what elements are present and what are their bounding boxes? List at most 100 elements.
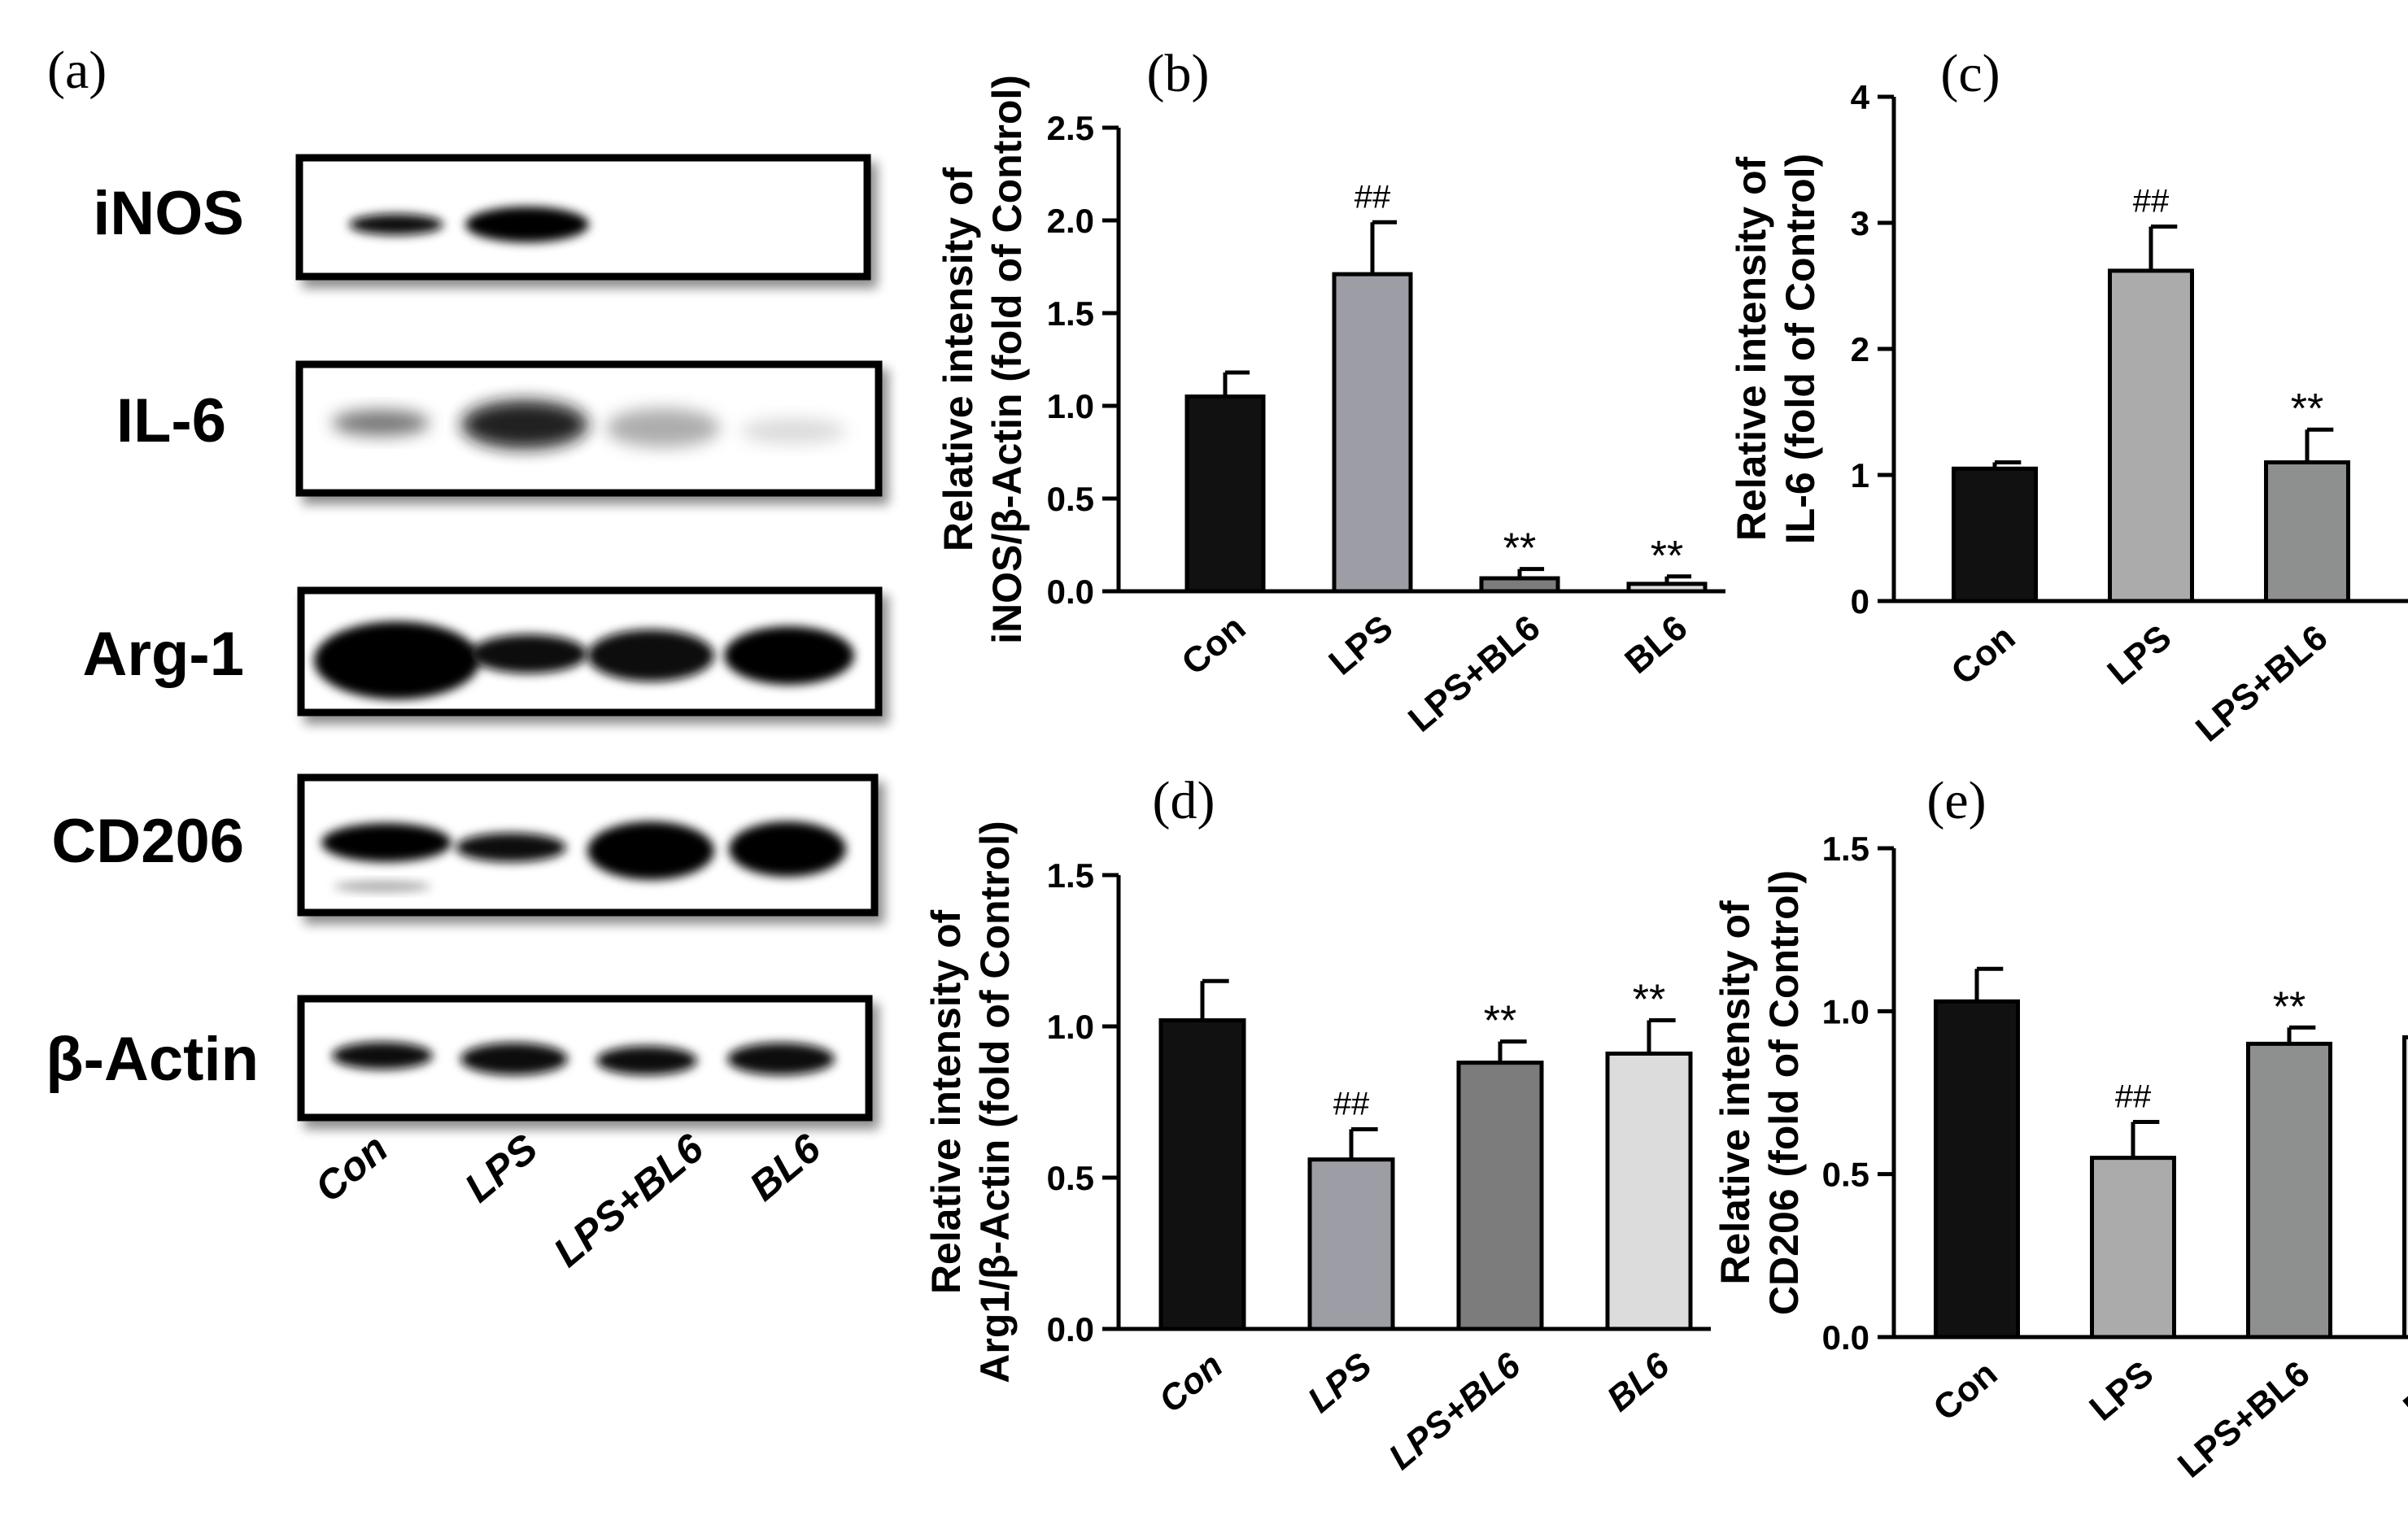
significance-marker: ## — [1354, 179, 1391, 215]
chart-b: (b) 0.0 0.5 1.0 1.5 2.0 2.5 Relative intensity … — [936, 44, 1725, 740]
band-arg1-bl6 — [724, 626, 854, 685]
x-tick-label: Con — [1151, 1345, 1230, 1421]
significance-marker: ** — [1503, 525, 1536, 573]
y-tick-label: 1.0 — [1047, 387, 1094, 425]
blot-lane-lps: LPS — [456, 1126, 546, 1211]
y-tick-label: 0.0 — [1047, 1310, 1094, 1348]
band-actin-lps — [460, 1043, 568, 1075]
western-blot-panel: (a) iNOS IL-6 Arg-1 CD206 β-Actin — [46, 41, 883, 1276]
bar-lps-bl6 — [1479, 576, 1560, 594]
panel-label-e: (e) — [1926, 771, 1986, 830]
blot-label-cd206: CD206 — [51, 807, 244, 876]
y-tick-label: 2 — [1851, 330, 1869, 368]
band-arg1-con — [314, 621, 480, 699]
band-actin-bl6 — [727, 1043, 835, 1075]
y-tick-label: 0.5 — [1047, 480, 1094, 518]
blot-lane-bl6: BL6 — [741, 1125, 830, 1209]
x-tick-label: Con — [1926, 1353, 2004, 1429]
y-tick-label: 0.5 — [1047, 1159, 1094, 1197]
bar-lps-bl6 — [1456, 1061, 1544, 1331]
x-tick-label: LPS+BL6 — [1401, 608, 1547, 739]
chart-c: (c) 0 1 2 3 4 Relative intensity ofIL-6 (fold … — [1729, 44, 2408, 750]
band-inos-con — [349, 214, 443, 235]
band-cd206-lps — [456, 833, 566, 862]
blot-lane-lps-bl6: LPS+BL6 — [545, 1125, 713, 1276]
band-inos-lps — [465, 207, 589, 242]
bar-lps — [1307, 1157, 1395, 1331]
bar-lps-bl6 — [2246, 1041, 2332, 1340]
blot-label-beta-actin: β-Actin — [46, 1025, 259, 1094]
y-axis-label: Relative intensity ofArg1/β-Actin (fold … — [923, 821, 1018, 1383]
bar-charts: (b) 0.0 0.5 1.0 1.5 2.0 2.5 Relative intensity … — [923, 44, 2408, 1486]
band-cd206-bl6 — [729, 821, 846, 877]
x-tick-label: LPS+BL6 — [1381, 1345, 1529, 1478]
y-tick-label: 0 — [1851, 582, 1869, 621]
y-tick-label: 1 — [1851, 456, 1869, 494]
y-tick-label: 3 — [1851, 204, 1869, 242]
chart-d: (d) 0.0 0.5 1.0 1.5 Relative intensity ofArg1… — [923, 771, 1711, 1478]
x-tick-label: BL6 — [1599, 1345, 1677, 1419]
y-tick-label: 1.5 — [1047, 294, 1094, 333]
y-tick-label: 1.0 — [1822, 992, 1869, 1030]
significance-marker: ** — [1484, 998, 1516, 1045]
significance-marker: ## — [2133, 184, 2170, 220]
bar-con — [1952, 466, 2038, 603]
significance-marker: ** — [1651, 533, 1683, 580]
band-arg1-lps — [470, 634, 587, 673]
panel-label-b: (b) — [1147, 44, 1210, 103]
band-arg1-lps-bl6 — [587, 629, 714, 682]
significance-marker: ** — [2291, 386, 2323, 433]
blot-label-il6: IL-6 — [116, 386, 226, 455]
band-actin-con — [332, 1042, 433, 1069]
chart-e: (e) 0.0 0.5 1.0 1.5 Relative intensity ofCD20… — [1712, 771, 2408, 1486]
blot-label-inos: iNOS — [93, 179, 244, 248]
significance-marker: ## — [2115, 1079, 2152, 1115]
y-tick-label: 1.0 — [1047, 1008, 1094, 1046]
bar-lps-bl6 — [2264, 460, 2350, 603]
bar-bl6 — [2402, 1035, 2408, 1340]
y-axis-label: Relative intensity ofiNOS/β-Actin (fold … — [936, 75, 1030, 644]
bar-lps — [2108, 268, 2194, 603]
y-tick-label: 0.0 — [1822, 1318, 1869, 1357]
panel-label-a: (a) — [47, 41, 107, 100]
y-tick-label: 1.5 — [1047, 856, 1094, 895]
x-tick-label: LPS — [1300, 1345, 1379, 1421]
band-il6-lps-bl6 — [606, 408, 720, 447]
band-cd206-faint — [334, 881, 431, 892]
band-il6-bl6 — [740, 418, 846, 444]
band-cd206-con — [321, 823, 452, 862]
x-tick-label: LPS — [1321, 608, 1400, 683]
y-tick-label: 0.0 — [1047, 573, 1094, 611]
blot-lane-con: Con — [307, 1126, 396, 1211]
y-tick-label: 2.5 — [1047, 109, 1094, 147]
y-axis-label: Relative intensity ofCD206 (fold of Cont… — [1712, 870, 1807, 1315]
bar-bl6 — [1605, 1051, 1693, 1331]
band-actin-lps-bl6 — [596, 1046, 697, 1075]
band-cd206-lps-bl6 — [587, 821, 714, 880]
significance-marker: ** — [1633, 977, 1665, 1024]
y-axis-label: Relative intensity ofIL-6 (fold of Contr… — [1729, 154, 1823, 544]
bar-con — [1184, 394, 1266, 594]
significance-marker: ## — [1333, 1086, 1370, 1122]
x-tick-label: LPS — [2100, 617, 2179, 693]
y-tick-label: 0.5 — [1822, 1156, 1869, 1194]
y-tick-label: 4 — [1851, 78, 1870, 116]
bar-lps — [2090, 1156, 2176, 1340]
bar-con — [1158, 1018, 1246, 1331]
x-tick-label: BL6 — [2396, 1353, 2408, 1427]
blot-label-arg1: Arg-1 — [83, 620, 244, 689]
panel-label-c: (c) — [1940, 44, 2000, 103]
x-tick-label: LPS+BL6 — [2188, 617, 2335, 749]
bar-con — [1934, 999, 2020, 1340]
bar-lps — [1332, 272, 1413, 594]
bar-bl6 — [1626, 582, 1708, 594]
significance-marker: ** — [2273, 983, 2305, 1030]
x-tick-label: Con — [1174, 608, 1253, 683]
band-il6-con — [332, 410, 430, 436]
band-il6-lps — [461, 400, 588, 449]
y-tick-label: 2.0 — [1047, 202, 1094, 240]
x-tick-label: LPS+BL6 — [2170, 1353, 2317, 1485]
x-tick-label: BL6 — [1617, 608, 1695, 682]
x-tick-label: LPS — [2082, 1353, 2161, 1429]
